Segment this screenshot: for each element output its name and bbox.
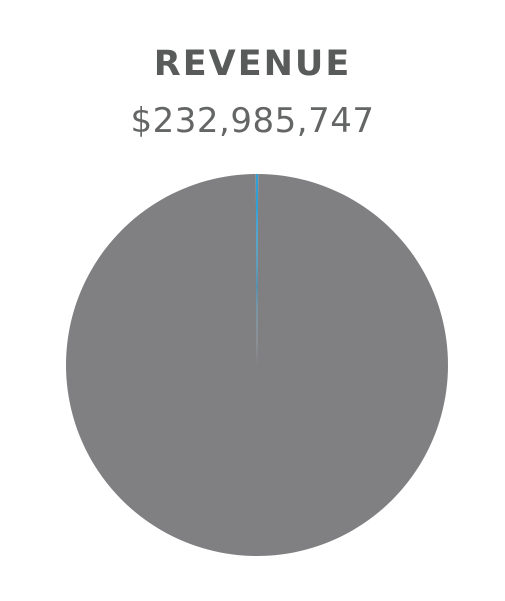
pie-slice-1 <box>255 174 259 365</box>
revenue-total: $232,985,747 <box>130 101 375 141</box>
pie-slice-0 <box>66 174 449 557</box>
chart-title: REVENUE <box>153 44 352 84</box>
